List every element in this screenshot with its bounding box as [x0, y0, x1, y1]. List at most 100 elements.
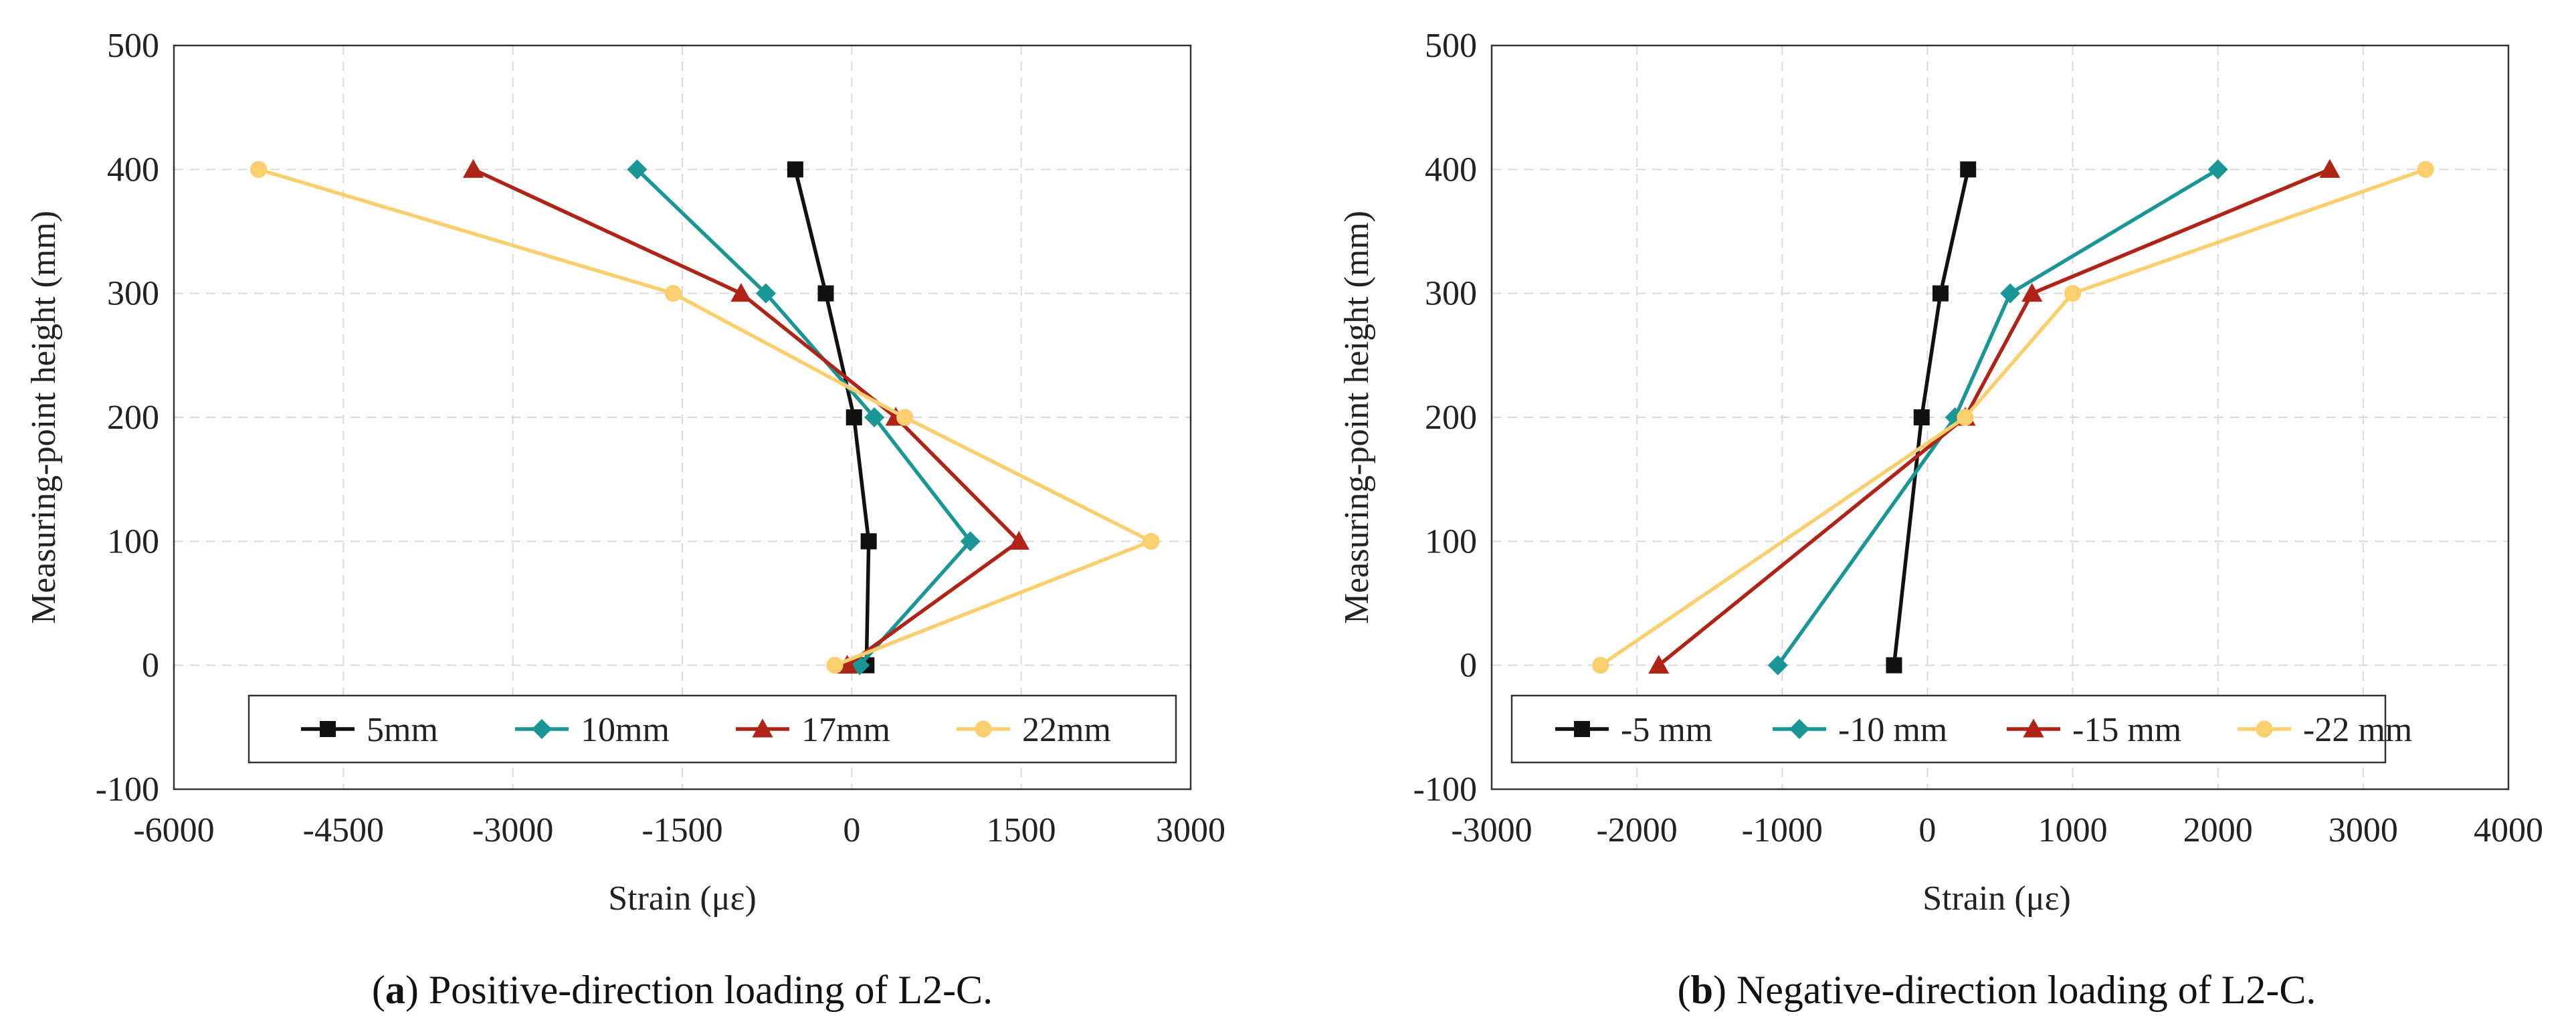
y-axis-title-b: Measuring-point height (mm)	[1338, 211, 1376, 624]
x-tick-label: -3000	[1451, 811, 1532, 849]
data-point	[1143, 532, 1160, 550]
y-tick-label: 300	[107, 275, 159, 313]
data-point	[2064, 285, 2082, 302]
y-tick-label: -100	[1413, 770, 1477, 809]
x-tick-label: 2000	[2183, 811, 2253, 849]
legend-marker	[975, 720, 992, 738]
series-line	[1599, 167, 2427, 667]
series-17mm	[462, 159, 1029, 674]
legend-marker	[1574, 721, 1590, 737]
caption-label-b: b	[1691, 968, 1713, 1012]
chart-panel-a: -6000 -4500 -3000 -1500 0 1500 3000 -100 0 100 20…	[25, 27, 1225, 1012]
data-point	[755, 283, 776, 304]
y-tick-label: 500	[107, 27, 159, 65]
y-tick-label: 400	[1425, 150, 1477, 189]
y-tick-label: 0	[1460, 647, 1477, 685]
x-tick-labels-a: -6000 -4500 -3000 -1500 0 1500 3000	[133, 811, 1225, 849]
chart-panel-b: -3000 -2000 -1000 0 1000 2000 3000 4000 -100010…	[1338, 27, 2543, 1012]
caption-a: (a) Positive-direction loading of L2-C.	[372, 968, 993, 1012]
series-group-a	[250, 159, 1160, 676]
x-tick-label: -1000	[1742, 811, 1823, 849]
data-point	[2417, 161, 2434, 178]
data-point	[1913, 409, 1930, 425]
legend-item: -22 mm	[2238, 711, 2412, 749]
data-point	[960, 531, 981, 552]
series-22mm	[250, 161, 1160, 674]
y-tick-label: -100	[96, 770, 159, 809]
series-5mm	[787, 161, 877, 674]
series--22mm	[1592, 161, 2434, 674]
x-tick-label: -3000	[472, 811, 553, 849]
legend-item: -5 mm	[1555, 711, 1712, 749]
x-tick-label: -4500	[303, 811, 384, 849]
legend-marker	[2023, 718, 2044, 738]
data-point	[2021, 283, 2043, 302]
x-tick-label: -2000	[1596, 811, 1677, 849]
y-tick-labels-a: -100 0 100 200 300 400 500	[96, 27, 159, 809]
data-point	[1648, 655, 1670, 674]
x-tick-label: 1000	[2038, 811, 2108, 849]
legend-marker	[2256, 720, 2273, 738]
y-tick-label: 300	[1425, 275, 1477, 313]
x-axis-title-a: Strain (με)	[608, 880, 757, 918]
caption-label-a: a	[385, 968, 405, 1012]
series-line	[1776, 167, 2219, 667]
series-line	[1892, 169, 1970, 665]
data-point	[462, 159, 484, 178]
legend-item: 22mm	[957, 711, 1111, 749]
plot-area-b	[1490, 44, 2510, 791]
data-point	[1767, 655, 1788, 676]
legend-marker	[532, 719, 552, 739]
legend-label: -15 mm	[2072, 711, 2181, 749]
series--5mm	[1886, 161, 1977, 674]
legend-label: 17mm	[801, 711, 890, 749]
data-point	[1008, 530, 1029, 550]
data-point	[2207, 159, 2228, 180]
data-point	[730, 283, 752, 302]
legend-a: 5mm 10mm 17mm 22mm	[301, 711, 1111, 749]
caption-text-a: ) Positive-direction loading of L2-C.	[405, 968, 993, 1012]
x-tick-label: 3000	[1156, 811, 1225, 849]
data-point	[1886, 657, 1902, 674]
legend-label: -22 mm	[2303, 711, 2412, 749]
legend-marker	[320, 721, 336, 737]
legend-marker	[752, 718, 773, 738]
y-tick-label: 100	[1425, 522, 1477, 560]
series-line	[1657, 167, 2331, 667]
data-point	[627, 159, 648, 180]
x-tick-label: 1500	[987, 811, 1056, 849]
data-point	[1957, 409, 1974, 426]
data-point	[2319, 159, 2341, 178]
x-tick-label: -6000	[133, 811, 214, 849]
x-tick-label: 4000	[2474, 811, 2543, 849]
data-point	[250, 161, 268, 178]
legend-label: -10 mm	[1838, 711, 1947, 749]
legend-item: -15 mm	[2007, 711, 2181, 749]
legend-marker	[1789, 719, 1809, 739]
data-point	[846, 409, 862, 425]
data-point	[860, 533, 877, 550]
data-point	[1592, 657, 1609, 674]
legend-item: -10 mm	[1773, 711, 1947, 749]
x-tick-labels-b: -3000 -2000 -1000 0 1000 2000 3000 4000	[1451, 811, 2543, 849]
x-tick-label: 3000	[2329, 811, 2398, 849]
gridlines-b	[1492, 45, 2508, 789]
series-group-b	[1592, 159, 2434, 676]
data-point	[826, 657, 844, 674]
y-tick-label: 400	[107, 150, 159, 189]
data-point	[787, 161, 803, 178]
caption-b: (b) Negative-direction loading of L2-C.	[1678, 968, 2316, 1012]
data-point	[2000, 283, 2021, 304]
caption-text-b: ) Negative-direction loading of L2-C.	[1713, 968, 2316, 1012]
plot-area-a	[173, 44, 1192, 791]
x-tick-label: -1500	[641, 811, 722, 849]
x-tick-label: 0	[843, 811, 860, 849]
y-axis-title-a: Measuring-point height (mm)	[25, 211, 63, 624]
y-tick-label: 100	[107, 522, 159, 560]
y-tick-label: 0	[142, 647, 159, 685]
y-tick-label: 200	[107, 399, 159, 437]
legend-box-a	[247, 694, 1177, 764]
legend-label: 10mm	[581, 711, 670, 749]
x-axis-title-b: Strain (με)	[1922, 880, 2071, 918]
legend-label: -5 mm	[1621, 711, 1712, 749]
